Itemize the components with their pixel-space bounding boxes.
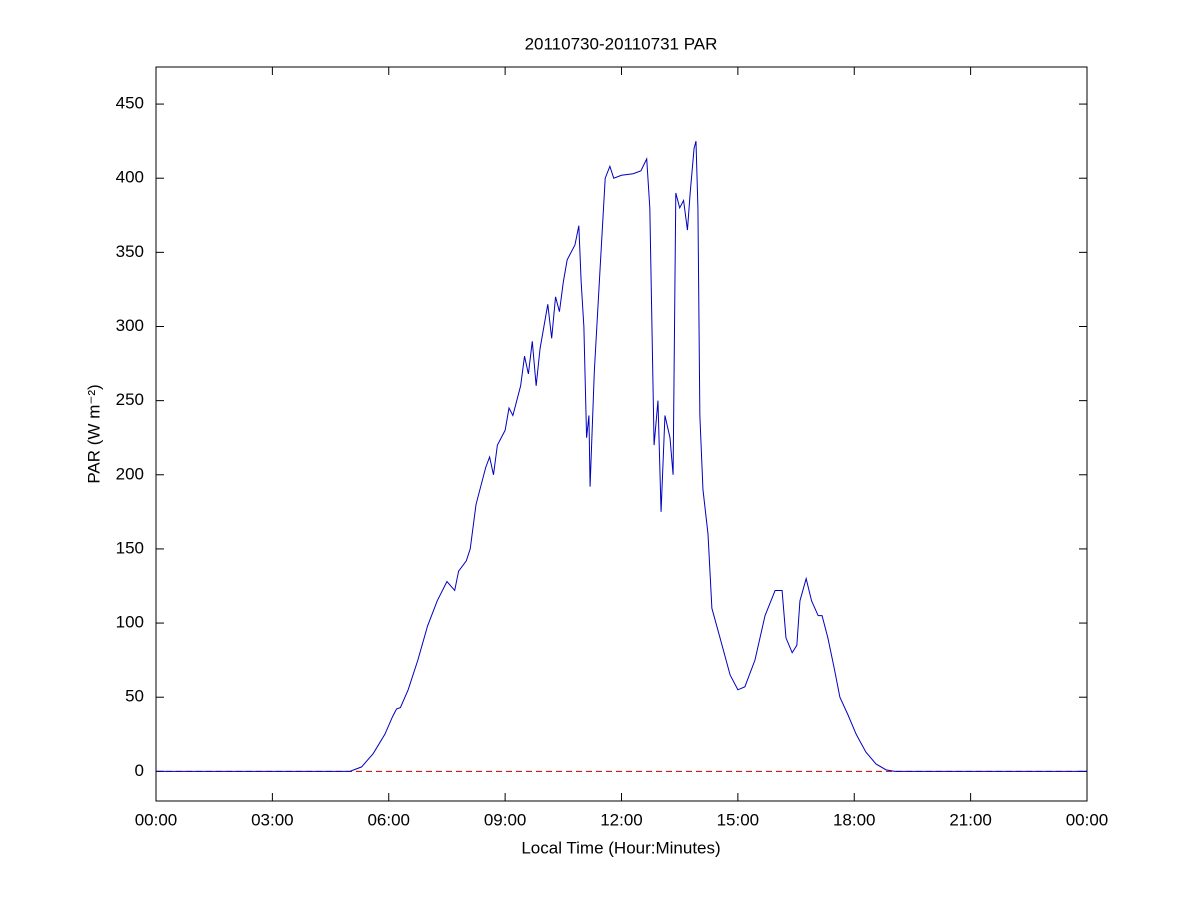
x-tick-label: 21:00: [949, 810, 992, 829]
y-tick-label: 250: [116, 390, 144, 409]
y-tick-label: 350: [116, 242, 144, 261]
y-axis-label: PAR (W m⁻²): [84, 384, 103, 483]
x-tick-label: 09:00: [484, 810, 527, 829]
x-tick-label: 03:00: [251, 810, 294, 829]
y-tick-label: 300: [116, 316, 144, 335]
x-axis-label: Local Time (Hour:Minutes): [521, 838, 720, 857]
y-tick-label: 50: [125, 687, 144, 706]
x-tick-label: 15:00: [717, 810, 760, 829]
x-tick-label: 00:00: [1066, 810, 1109, 829]
x-tick-label: 18:00: [833, 810, 876, 829]
y-tick-label: 0: [135, 761, 144, 780]
axes-box: [155, 66, 1088, 802]
y-tick-label: 450: [116, 94, 144, 113]
y-tick-label: 400: [116, 168, 144, 187]
y-tick-label: 100: [116, 613, 144, 632]
chart-title: 20110730-20110731 PAR: [525, 34, 718, 53]
data-line: [156, 141, 1087, 772]
x-tick-label: 06:00: [367, 810, 410, 829]
x-tick-label: 00:00: [135, 810, 178, 829]
x-tick-label: 12:00: [600, 810, 643, 829]
y-tick-label: 150: [116, 538, 144, 557]
y-tick-label: 200: [116, 464, 144, 483]
